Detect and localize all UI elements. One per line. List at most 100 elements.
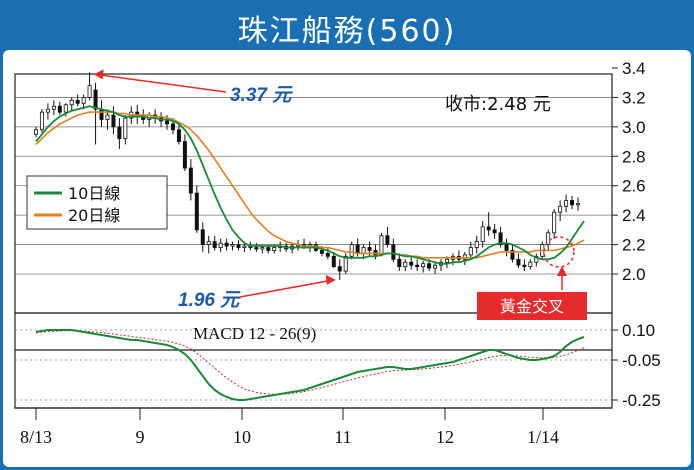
candle-body (230, 244, 235, 247)
candle-body (165, 120, 170, 125)
candle (570, 196, 575, 210)
x-axis-tick-label: 11 (334, 427, 351, 447)
candle-body (510, 250, 515, 260)
price-y-tick-label: 2.4 (622, 206, 646, 225)
candle-body (504, 244, 509, 251)
price-y-tick-label: 2.8 (622, 147, 646, 166)
candle-body (570, 200, 575, 206)
candle-body (379, 235, 384, 256)
candle-body (206, 241, 211, 245)
candle-body (51, 105, 56, 110)
price-y-tick-label: 2.6 (622, 177, 646, 196)
candle (552, 209, 557, 239)
candle (69, 97, 74, 111)
candle-body (522, 264, 527, 268)
candle-body (552, 211, 557, 234)
candle (504, 238, 509, 257)
candle-body (34, 129, 39, 135)
candle-body (546, 232, 551, 245)
candle-body (528, 261, 533, 268)
candle-body (182, 141, 187, 169)
golden-cross-label: 黃金交叉 (500, 297, 564, 316)
candle (534, 253, 539, 267)
candle (176, 123, 181, 145)
candle (224, 238, 229, 251)
candle-body (39, 111, 44, 131)
candle-body (409, 261, 414, 266)
candle-body (385, 235, 390, 245)
candle (474, 235, 479, 254)
candle-body (254, 247, 259, 250)
low-arrow-line (239, 279, 334, 298)
candle (415, 259, 420, 272)
candle-body (331, 255, 336, 268)
candle (409, 256, 414, 270)
candle (194, 185, 199, 233)
candle (468, 241, 473, 260)
high-arrow-head (93, 69, 104, 80)
candle-body (355, 244, 360, 254)
chart-title: 珠江船務(560) (237, 14, 457, 49)
candle (45, 103, 50, 120)
candle-body (170, 123, 175, 131)
candle-body (421, 263, 426, 268)
candle (391, 238, 396, 263)
candle (254, 243, 259, 252)
candle-body (558, 205, 563, 213)
candle-body (69, 99, 74, 106)
candle-body (480, 226, 485, 243)
candle-body (337, 266, 342, 272)
candle (75, 94, 80, 107)
candle-body (260, 247, 265, 250)
candle-body (87, 85, 92, 98)
candle (236, 240, 241, 251)
macd-signal-line (35, 330, 585, 395)
candle-body (93, 89, 98, 110)
candle (230, 241, 235, 251)
candle-body (57, 105, 62, 113)
candle (498, 226, 503, 248)
candle (439, 259, 444, 272)
x-axis-tick-label: 8/13 (20, 427, 52, 447)
macd-y-tick-label: -0.25 (622, 391, 661, 410)
price-y-axis: 3.4 3.2 3.0 2.8 2.6 2.4 2.2 2.0 (611, 59, 646, 313)
candle-body (200, 229, 205, 245)
candle (522, 259, 527, 272)
candle (486, 212, 491, 236)
candle-body (492, 229, 497, 234)
candle-body (427, 263, 432, 269)
macd-y-axis: 0.10 -0.05 -0.25 (612, 321, 661, 410)
candle (57, 101, 62, 116)
candle-body (45, 108, 50, 113)
candle (480, 221, 485, 248)
candle (123, 115, 128, 145)
price-y-tick-label: 2.2 (622, 236, 646, 255)
candle-body (564, 200, 569, 207)
candle-body (474, 241, 479, 248)
candle-body (343, 255, 348, 272)
x-axis-tick-label: 12 (436, 427, 454, 447)
legend-box (26, 175, 168, 230)
candle-body (123, 117, 128, 140)
candle-body (444, 258, 449, 263)
candle-body (105, 114, 110, 120)
ma10-line (35, 105, 585, 265)
candle (397, 253, 402, 272)
candle (51, 100, 56, 116)
candle (421, 260, 426, 273)
candle-body (176, 129, 181, 142)
candle (99, 100, 104, 127)
macd-y-tick-label: -0.05 (622, 351, 661, 370)
golden-cross-arrow-head (557, 266, 567, 276)
candle (206, 235, 211, 254)
candle (117, 118, 122, 149)
candle-body (194, 192, 199, 231)
candle-body (272, 247, 277, 251)
x-axis-tick-label: 9 (136, 427, 145, 447)
legend-ma10-label: 10日線 (68, 184, 120, 203)
candle (456, 250, 461, 263)
candle-body (397, 258, 402, 268)
candle (349, 241, 354, 260)
